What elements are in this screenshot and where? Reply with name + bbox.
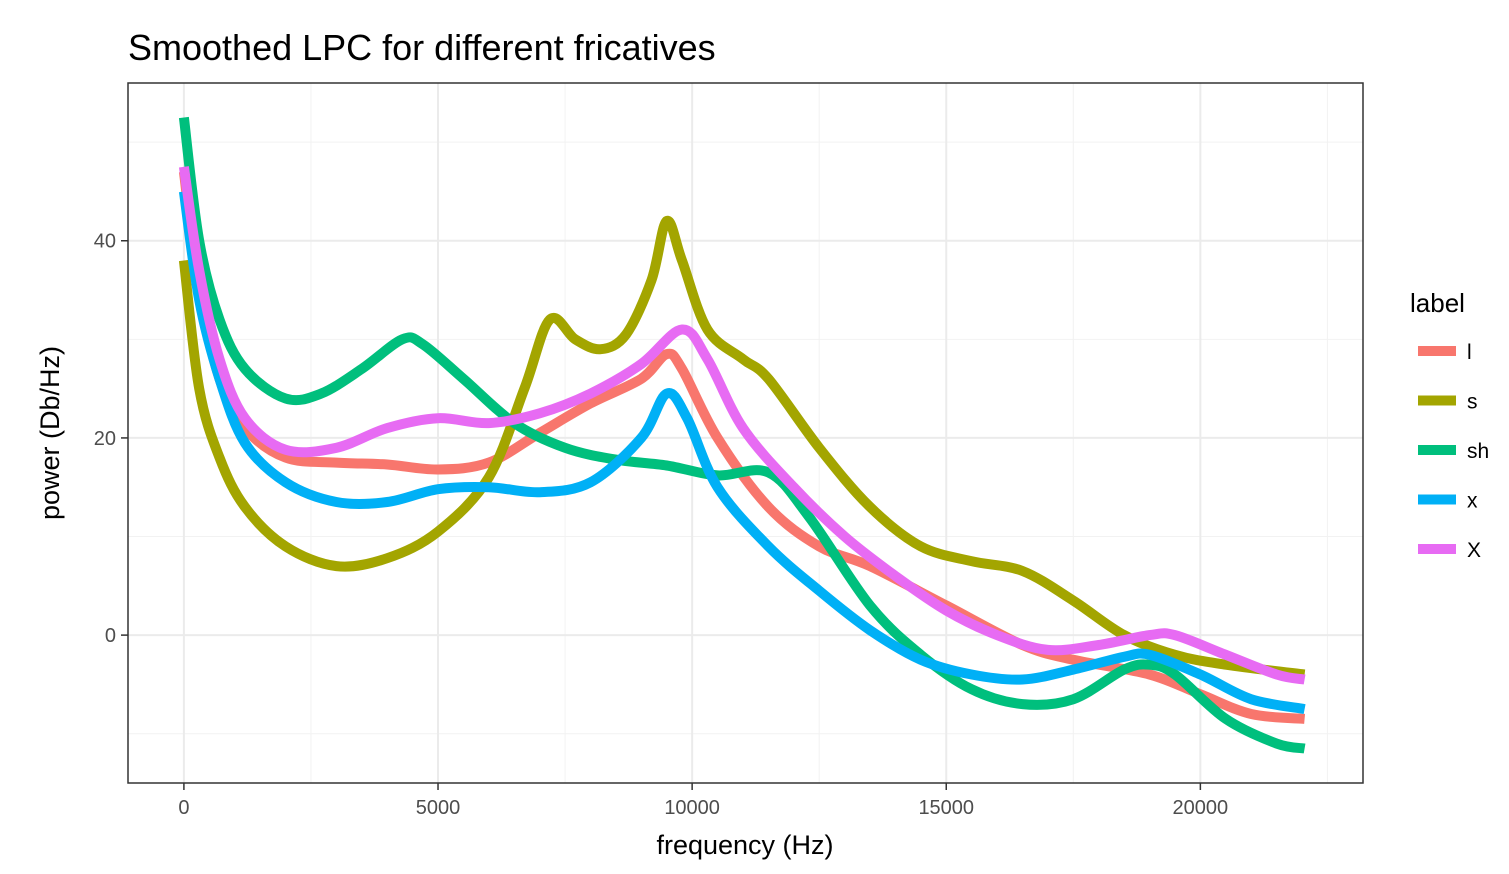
plot-border xyxy=(127,82,1364,784)
x-tick-label: 5000 xyxy=(416,797,461,819)
y-tick-label: 20 xyxy=(94,428,116,450)
x-tick-label: 20000 xyxy=(1173,797,1229,819)
chart-title: Smoothed LPC for different fricatives xyxy=(128,27,716,68)
legend-items: l s sh x X xyxy=(1418,341,1489,562)
x-axis-ticks: 0 5000 10000 15000 20000 xyxy=(178,783,1228,819)
series-line-l xyxy=(178,171,1306,724)
series-line-s xyxy=(178,215,1306,680)
series-line-x xyxy=(178,190,1306,715)
legend-label-X: X xyxy=(1467,539,1481,562)
x-tick-label: 15000 xyxy=(918,797,974,819)
series-line-sh xyxy=(178,116,1306,754)
legend-label-x: x xyxy=(1467,490,1478,513)
legend-title: label xyxy=(1410,288,1465,318)
legend-label-sh: sh xyxy=(1467,440,1489,463)
x-axis-title: frequency (Hz) xyxy=(656,830,833,860)
series-lines xyxy=(178,116,1306,754)
x-tick-label: 10000 xyxy=(664,797,720,819)
series-line-X xyxy=(178,166,1306,685)
y-tick-label: 0 xyxy=(105,625,116,647)
x-tick-label: 0 xyxy=(178,797,189,819)
y-tick-label: 40 xyxy=(94,231,116,253)
legend-label-l: l xyxy=(1467,341,1472,364)
y-axis-title: power (Db/Hz) xyxy=(35,346,65,520)
legend-label-s: s xyxy=(1467,391,1478,414)
y-axis-ticks: 0 20 40 xyxy=(94,231,128,647)
grid-lines xyxy=(128,83,1363,783)
legend: label l s sh x X xyxy=(1410,288,1489,562)
